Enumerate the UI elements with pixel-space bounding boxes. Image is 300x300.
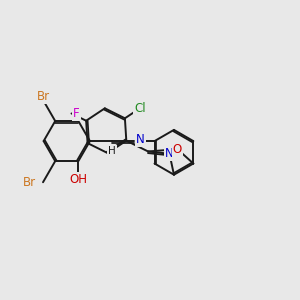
Text: OH: OH [69, 173, 87, 186]
Text: F: F [73, 107, 80, 120]
Text: H: H [108, 146, 116, 156]
Text: Br: Br [23, 176, 37, 189]
Text: Br: Br [37, 90, 50, 103]
Text: O: O [173, 143, 182, 156]
Text: Cl: Cl [134, 102, 146, 115]
Text: N: N [165, 147, 174, 160]
Text: N: N [136, 133, 145, 146]
